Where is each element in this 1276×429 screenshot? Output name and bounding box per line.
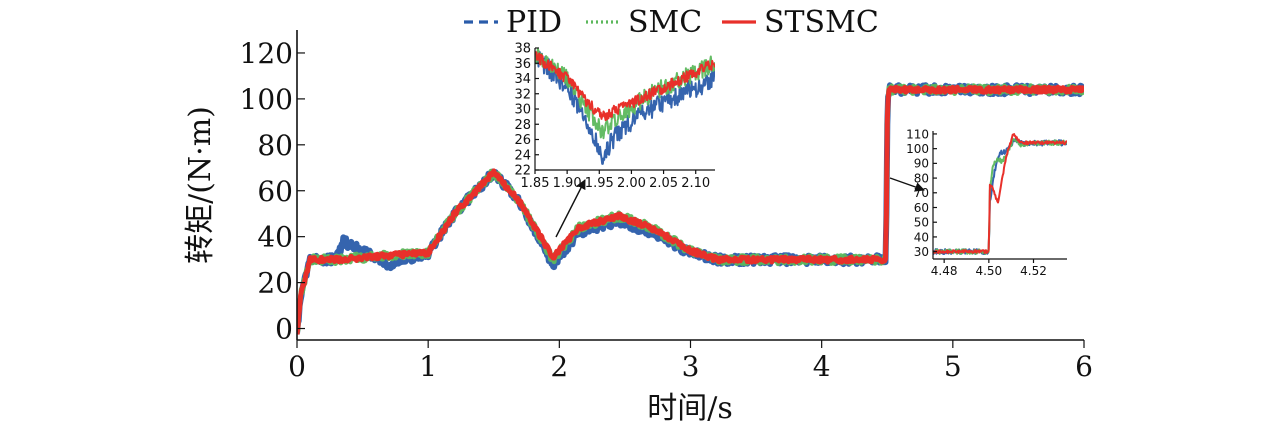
- inset-zoom-dip-series-smc-line: [535, 48, 715, 140]
- inset-zoom-dip-x-tick-label: 2.05: [649, 176, 678, 191]
- inset-zoom-dip-series-pid-line: [535, 51, 715, 165]
- inset-zoom-dip-y-tick-label: 24: [514, 148, 531, 163]
- legend-label-stsmc: STSMC: [764, 5, 879, 40]
- inset-zoom-dip-series-stsmc-line: [535, 51, 715, 122]
- main-x-ticks: 0 1 2 3 4 5 6: [288, 340, 1093, 383]
- main-y-tick-label: 40: [257, 221, 293, 254]
- main-y-tick-label: 80: [257, 129, 293, 162]
- inset-zoom-step-x-tick-label: 4.50: [975, 264, 1002, 278]
- inset-zoom-dip-y-tick-label: 28: [514, 118, 531, 133]
- main-y-tick-label: 20: [257, 267, 293, 300]
- main-y-tick-label: 60: [257, 175, 293, 208]
- main-y-ticks: 0 20 40 60 80 100 120: [240, 37, 305, 346]
- main-x-tick-label: 6: [1075, 350, 1093, 383]
- inset-zoom-dip-y-tick-label: 32: [514, 87, 531, 102]
- inset-zoom-dip-y-tick-label: 30: [514, 103, 531, 118]
- inset-zoom-step-series-stsmc-line: [933, 133, 1067, 255]
- inset-zoom-dip-y-tick-label: 22: [514, 164, 531, 179]
- inset-zoom-step-y-tick-label: 40: [914, 230, 929, 244]
- inset-zoom-dip: 1.85 1.90 1.95 2.00 2.05 2.10 222426283032343…: [514, 42, 715, 191]
- legend: PID SMC STSMC: [464, 5, 879, 40]
- inset-zoom-dip-x-tick-label: 2.10: [681, 176, 710, 191]
- legend-label-smc: SMC: [628, 5, 702, 40]
- inset-zoom-step-x-tick-label: 4.48: [931, 264, 958, 278]
- main-y-tick-label: 0: [275, 313, 293, 346]
- main-y-tick-label: 120: [240, 37, 293, 70]
- inset-zoom-dip-x-tick-label: 1.90: [553, 176, 582, 191]
- main-x-tick-label: 1: [419, 350, 437, 383]
- main-x-tick-label: 3: [682, 350, 700, 383]
- inset-zoom-step-y-tick-label: 70: [914, 186, 929, 200]
- inset-zoom-dip-x-tick-label: 1.95: [585, 176, 614, 191]
- inset-zoom-dip-y-tick-label: 36: [514, 57, 531, 72]
- inset-zoom-dip-y-tick-label: 26: [514, 133, 531, 148]
- inset-zoom-step-arrow: [889, 177, 925, 192]
- main-x-tick-label: 0: [288, 350, 306, 383]
- main-y-tick-label: 100: [240, 83, 293, 116]
- inset-zoom-dip-x-tick-label: 2.00: [617, 176, 646, 191]
- inset-zoom-dip-arrow: [555, 179, 586, 238]
- inset-zoom-step-y-tick-label: 110: [906, 127, 929, 141]
- inset-zoom-dip-x-ticks: 1.85 1.90 1.95 2.00 2.05 2.10: [521, 170, 710, 191]
- inset-zoom-step-y-tick-label: 90: [914, 157, 929, 171]
- main-x-tick-label: 5: [944, 350, 962, 383]
- inset-zoom-dip-series: [535, 48, 715, 165]
- main-series-group: [297, 82, 1084, 335]
- inset-zoom-step-x-ticks: 4.48 4.50 4.52: [931, 259, 1047, 278]
- y-axis-label: 转矩/(N·m): [183, 106, 218, 264]
- inset-zoom-dip-y-tick-label: 38: [514, 42, 531, 57]
- inset-zoom-step-y-tick-label: 80: [914, 171, 929, 185]
- inset-zoom-step-y-tick-label: 30: [914, 245, 929, 259]
- inset-zoom-dip-y-tick-label: 34: [514, 72, 531, 87]
- main-x-tick-label: 2: [550, 350, 568, 383]
- inset-zoom-step-series: [933, 133, 1067, 255]
- inset-zoom-step-y-tick-label: 50: [914, 216, 929, 230]
- inset-zoom-step-y-tick-label: 100: [906, 142, 929, 156]
- inset-zoom-dip-x-tick-label: 1.85: [521, 176, 550, 191]
- inset-zoom-step-y-tick-label: 60: [914, 201, 929, 215]
- x-axis-label: 时间/s: [647, 391, 733, 426]
- inset-zoom-step-x-tick-label: 4.52: [1020, 264, 1047, 278]
- main-x-tick-label: 4: [813, 350, 831, 383]
- legend-label-pid: PID: [506, 5, 562, 40]
- main-series-stsmc-line: [297, 84, 1084, 335]
